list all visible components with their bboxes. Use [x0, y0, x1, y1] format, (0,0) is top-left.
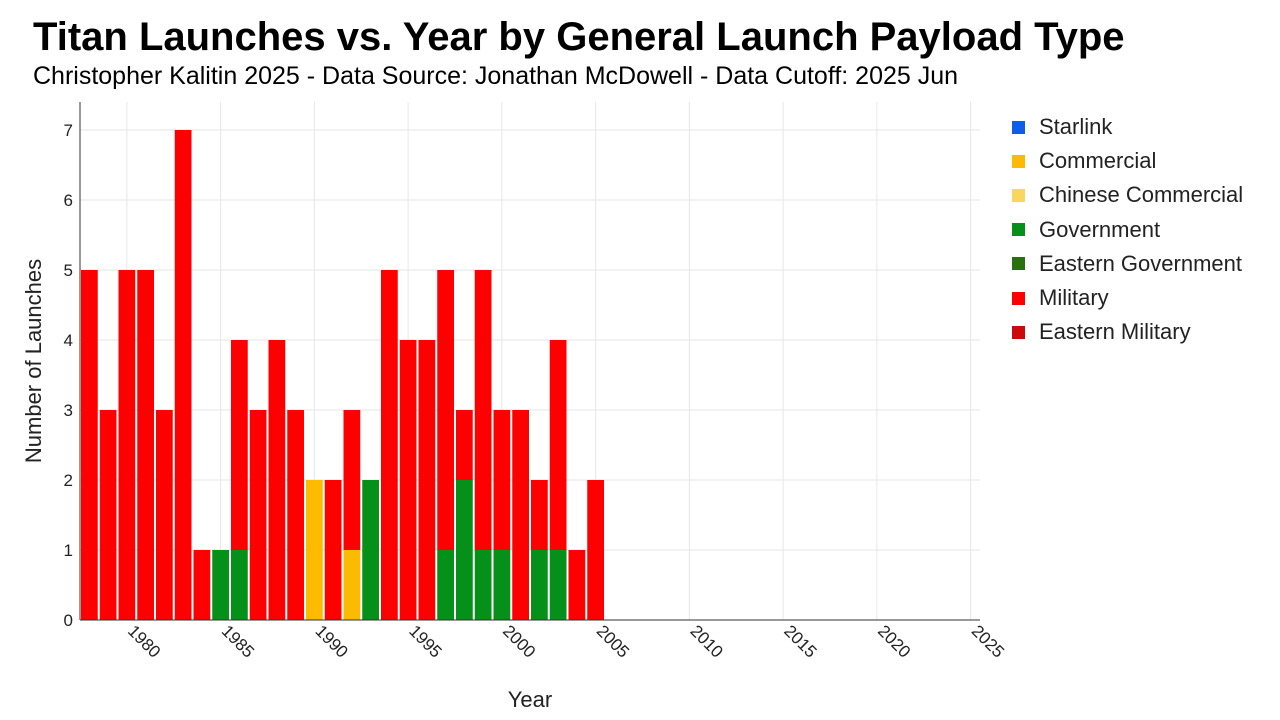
legend-swatch	[1012, 188, 1025, 202]
bar-1980-military	[118, 270, 136, 620]
x-tick-label: 2010	[687, 621, 727, 661]
legend-label: Eastern Military	[1039, 319, 1191, 345]
bar-1984-military	[193, 550, 211, 620]
bar-1981-military	[137, 270, 154, 620]
legend-item[interactable]: Government	[1012, 213, 1243, 247]
bar-1982-military	[156, 410, 173, 620]
x-tick-label: 1985	[218, 621, 258, 661]
legend-label: Military	[1039, 285, 1109, 311]
x-tick-label: 2025	[968, 621, 1008, 661]
bar-1999-government	[474, 550, 492, 620]
bar-1997-government	[437, 550, 454, 620]
y-tick-label: 2	[64, 471, 73, 490]
bar-2000-government	[493, 550, 511, 620]
y-tick-label: 0	[64, 611, 73, 630]
bar-1987-military	[249, 410, 267, 620]
legend: Starlink Commercial Chinese Commercial Gove…	[1012, 110, 1243, 349]
bar-2005-military	[587, 480, 604, 620]
y-tick-label: 3	[64, 401, 73, 420]
chart-subtitle: Christopher Kalitin 2025 - Data Source: …	[33, 62, 959, 90]
legend-item[interactable]: Eastern Government	[1012, 247, 1243, 281]
legend-swatch	[1012, 291, 1025, 305]
x-tick-label: 2000	[499, 621, 539, 661]
bar-2004-military	[568, 550, 586, 620]
legend-label: Chinese Commercial	[1039, 182, 1244, 208]
legend-swatch	[1012, 120, 1025, 134]
bar-1991-military	[324, 480, 342, 620]
legend-label: Starlink	[1039, 114, 1113, 140]
bar-1998-government	[456, 480, 473, 620]
y-tick-label: 1	[64, 541, 73, 560]
legend-label: Government	[1039, 216, 1161, 242]
bar-1995-military	[399, 340, 417, 620]
x-tick-label: 1990	[312, 621, 352, 661]
legend-label: Eastern Government	[1039, 250, 1242, 276]
legend-swatch	[1012, 325, 1025, 339]
bar-2002-military	[531, 480, 548, 550]
legend-item[interactable]: Commercial	[1012, 144, 1243, 178]
bar-1994-military	[381, 270, 398, 620]
bar-1997-military	[437, 270, 454, 550]
bar-1986-military	[231, 340, 248, 550]
x-tick-label: 1995	[405, 621, 445, 661]
legend-item[interactable]: Chinese Commercial	[1012, 178, 1243, 212]
bar-2003-military	[549, 340, 567, 550]
bar-1992-commercial	[343, 550, 361, 620]
bar-1988-military	[268, 340, 286, 620]
legend-item[interactable]: Military	[1012, 281, 1243, 315]
x-tick-label: 2020	[874, 621, 914, 661]
bar-2001-military	[512, 410, 529, 620]
bars	[81, 130, 604, 620]
y-tick-label: 5	[64, 261, 73, 280]
bar-2000-military	[493, 410, 511, 550]
bar-1983-military	[174, 130, 192, 620]
bar-1978-military	[81, 270, 98, 620]
legend-label: Commercial	[1039, 148, 1157, 174]
bar-1999-military	[474, 270, 492, 550]
bar-1979-military	[99, 410, 117, 620]
legend-swatch	[1012, 154, 1025, 168]
bar-1992-military	[343, 410, 361, 550]
axes	[79, 102, 980, 621]
chart-title: Titan Launches vs. Year by General Launc…	[33, 15, 1125, 59]
bar-2003-government	[549, 550, 567, 620]
bar-2002-government	[531, 550, 548, 620]
y-tick-label: 6	[64, 191, 73, 210]
legend-item[interactable]: Eastern Military	[1012, 315, 1243, 349]
y-tick-label: 7	[64, 121, 73, 140]
bar-1993-government	[362, 480, 379, 620]
x-tick-label: 1980	[124, 621, 164, 661]
bar-1990-commercial	[306, 480, 323, 620]
y-tick-label: 4	[64, 331, 73, 350]
y-axis-title: Number of Launches	[21, 259, 46, 463]
x-tick-label: 2015	[780, 621, 820, 661]
grid-lines	[80, 102, 980, 621]
legend-swatch	[1012, 223, 1025, 237]
x-tick-label: 2005	[593, 621, 633, 661]
bar-1998-military	[456, 410, 473, 480]
bar-1986-government	[231, 550, 248, 620]
bar-1996-military	[418, 340, 436, 620]
bar-1989-military	[287, 410, 304, 620]
bar-1985-government	[212, 550, 229, 620]
legend-item[interactable]: Starlink	[1012, 110, 1243, 144]
x-axis-title: Year	[508, 687, 552, 712]
legend-swatch	[1012, 257, 1025, 271]
